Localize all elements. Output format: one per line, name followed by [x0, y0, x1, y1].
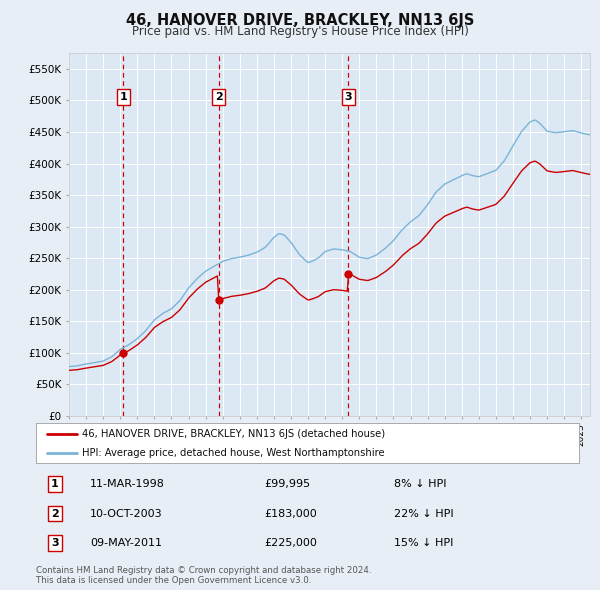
Text: 11-MAR-1998: 11-MAR-1998 — [91, 479, 165, 489]
Text: 22% ↓ HPI: 22% ↓ HPI — [394, 509, 454, 519]
Text: £183,000: £183,000 — [264, 509, 317, 519]
Text: £225,000: £225,000 — [264, 538, 317, 548]
Text: HPI: Average price, detached house, West Northamptonshire: HPI: Average price, detached house, West… — [82, 448, 385, 458]
Text: 46, HANOVER DRIVE, BRACKLEY, NN13 6JS: 46, HANOVER DRIVE, BRACKLEY, NN13 6JS — [126, 13, 474, 28]
Text: 3: 3 — [51, 538, 59, 548]
Text: 2: 2 — [215, 92, 223, 102]
Text: 1: 1 — [119, 92, 127, 102]
Text: 10-OCT-2003: 10-OCT-2003 — [91, 509, 163, 519]
Text: 8% ↓ HPI: 8% ↓ HPI — [394, 479, 447, 489]
Text: 1: 1 — [51, 479, 59, 489]
Text: This data is licensed under the Open Government Licence v3.0.: This data is licensed under the Open Gov… — [36, 576, 311, 585]
Text: 15% ↓ HPI: 15% ↓ HPI — [394, 538, 454, 548]
Text: 3: 3 — [344, 92, 352, 102]
Text: 46, HANOVER DRIVE, BRACKLEY, NN13 6JS (detached house): 46, HANOVER DRIVE, BRACKLEY, NN13 6JS (d… — [82, 430, 385, 440]
Text: 2: 2 — [51, 509, 59, 519]
Text: Price paid vs. HM Land Registry's House Price Index (HPI): Price paid vs. HM Land Registry's House … — [131, 25, 469, 38]
Text: 09-MAY-2011: 09-MAY-2011 — [91, 538, 162, 548]
Text: £99,995: £99,995 — [264, 479, 310, 489]
Text: Contains HM Land Registry data © Crown copyright and database right 2024.: Contains HM Land Registry data © Crown c… — [36, 566, 371, 575]
